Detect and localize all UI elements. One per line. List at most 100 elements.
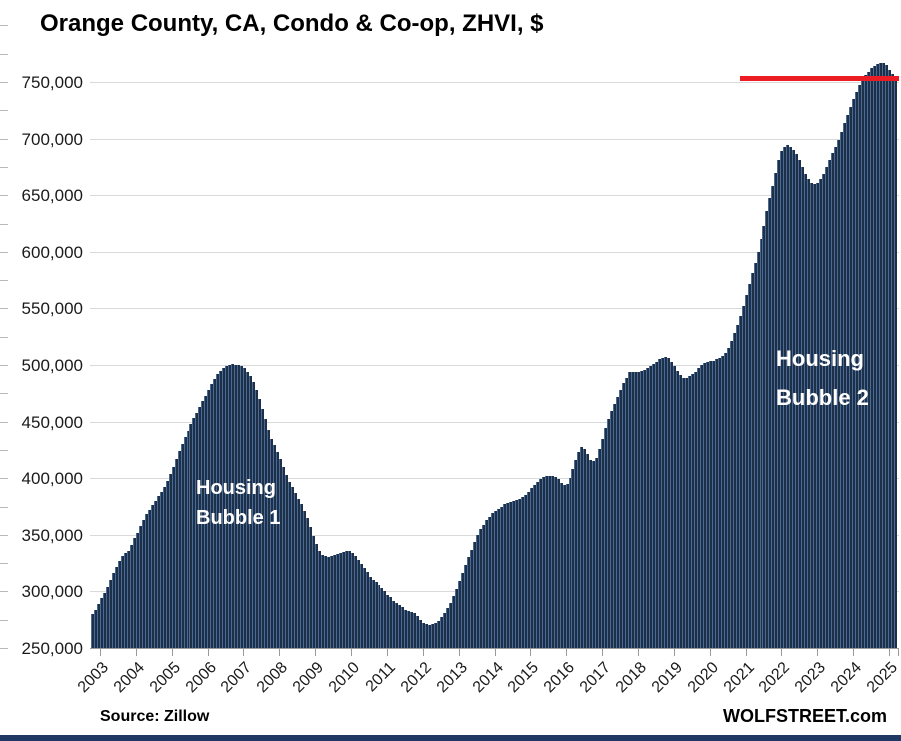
bar-month — [583, 448, 587, 648]
gridline — [90, 365, 899, 366]
bar-month — [890, 74, 894, 648]
x-axis-tick — [207, 649, 209, 656]
bar-month — [678, 375, 682, 648]
bar-month — [362, 567, 366, 648]
bar-month — [290, 487, 294, 648]
bar-month — [690, 374, 694, 648]
bar-month — [574, 460, 578, 648]
bar-month — [696, 368, 700, 648]
bar-month — [240, 366, 244, 648]
bar-month — [395, 602, 399, 648]
bar-month — [192, 418, 196, 648]
y-minor-tick — [0, 591, 8, 593]
bar-month — [798, 160, 802, 648]
y-minor-tick — [0, 82, 8, 83]
y-minor-tick — [0, 223, 8, 225]
bar-month — [437, 620, 441, 648]
bar-month — [807, 179, 811, 648]
bar-month — [326, 557, 330, 648]
bar-month — [529, 488, 533, 648]
bar-month — [180, 444, 184, 648]
bar-month — [341, 551, 345, 648]
bar-month — [687, 376, 691, 648]
bar-month — [117, 560, 121, 648]
bar-month — [625, 377, 629, 648]
bar-month — [756, 251, 760, 648]
bar-month — [547, 475, 551, 648]
bar-month — [553, 477, 557, 648]
bar-month — [753, 263, 757, 648]
bar-month — [264, 419, 268, 648]
bar-month — [111, 573, 115, 648]
x-axis-tick — [315, 649, 317, 656]
x-axis-tick — [243, 649, 245, 656]
bar-month — [610, 411, 614, 648]
bar-month — [589, 460, 593, 648]
bar-month — [419, 619, 423, 648]
x-axis-tick — [351, 649, 352, 656]
bar-month — [296, 498, 300, 648]
bar-month — [511, 500, 515, 648]
bar-month — [637, 371, 641, 648]
bar-month — [207, 389, 211, 648]
bar-month — [249, 376, 253, 648]
gridline — [90, 308, 899, 310]
bar-month — [726, 348, 730, 648]
bar-month — [684, 377, 688, 648]
y-axis-label: 500,000 — [21, 356, 83, 375]
bar-month — [380, 588, 384, 648]
bar-month — [628, 371, 632, 648]
bar-month — [828, 160, 832, 648]
bar-month — [467, 557, 471, 648]
bar-month — [359, 564, 363, 648]
bar-month — [374, 582, 378, 648]
bar-month — [759, 239, 763, 648]
bar-month — [407, 610, 411, 648]
bar-month — [664, 357, 667, 648]
bar-month — [108, 580, 112, 648]
bar-month — [723, 352, 727, 648]
bar-month — [293, 492, 297, 648]
x-axis-tick — [530, 649, 532, 656]
bar-month — [267, 429, 271, 648]
annotation-line: Housing — [776, 346, 864, 371]
annotation-line: Bubble 1 — [196, 507, 281, 529]
bar-month — [568, 478, 572, 648]
bar-month — [299, 504, 303, 648]
bar-month — [279, 459, 282, 648]
bar-month — [153, 500, 157, 648]
bar-month — [825, 166, 829, 648]
bar-month — [771, 186, 775, 648]
y-minor-tick — [0, 280, 8, 282]
y-minor-tick — [0, 393, 8, 395]
housing-bubble-2-annotation: Housing Bubble 2 — [776, 348, 869, 426]
bar-month — [150, 505, 154, 648]
bar-month — [344, 550, 348, 648]
bar-month — [843, 122, 847, 648]
y-minor-tick — [0, 506, 8, 508]
bar-month — [604, 428, 608, 648]
bar-month — [705, 361, 709, 648]
bar-month — [717, 358, 721, 648]
bar-month — [517, 498, 521, 648]
bar-month — [302, 511, 306, 648]
bar-month — [598, 448, 602, 648]
bar-month — [634, 371, 638, 648]
y-axis-label: 700,000 — [21, 129, 83, 149]
bar-month — [822, 173, 826, 648]
bar-month — [613, 403, 617, 648]
bar-month — [255, 389, 259, 648]
bar-month — [365, 572, 369, 648]
bar-month — [216, 374, 220, 648]
bar-month — [729, 341, 733, 648]
bar-month — [857, 85, 861, 648]
bar-month — [198, 406, 202, 648]
bar-month — [311, 535, 315, 648]
y-minor-tick — [0, 195, 8, 197]
bar-month — [643, 369, 647, 648]
y-axis-label: 650,000 — [21, 186, 83, 206]
y-axis-label: 300,000 — [21, 582, 83, 602]
bar-month — [571, 469, 575, 648]
bar-month — [484, 520, 488, 648]
bar-month — [168, 473, 172, 648]
